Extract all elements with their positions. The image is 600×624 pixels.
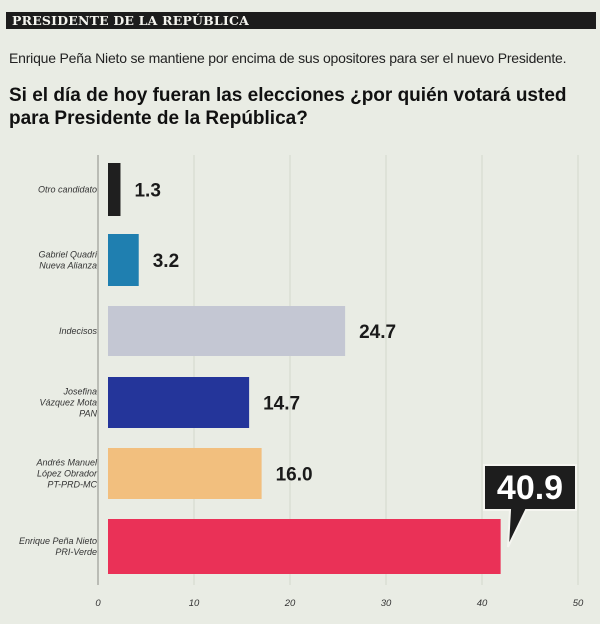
highlight-value-label: 40.9 — [497, 469, 563, 507]
category-label: Otro candidato — [38, 185, 97, 195]
category-label-line: Josefina — [62, 387, 97, 397]
chart-subtitle: Enrique Peña Nieto se mantiene por encim… — [9, 50, 567, 66]
value-label: 16.0 — [276, 465, 313, 486]
bar — [108, 163, 121, 216]
category-label-line: Nueva Alianza — [39, 261, 97, 271]
x-tick-label: 0 — [95, 598, 101, 609]
value-label: 3.2 — [153, 251, 179, 272]
category-label-line: PAN — [79, 409, 97, 419]
category-label-line: López Obrador — [37, 469, 98, 479]
x-tick-label: 40 — [477, 598, 488, 609]
bar — [108, 306, 346, 356]
value-label: 1.3 — [134, 181, 160, 202]
x-tick-label: 50 — [573, 598, 584, 609]
section-banner: PRESIDENTE DE LA REPÚBLICA — [6, 12, 596, 29]
bar — [108, 448, 262, 499]
bar — [108, 377, 250, 428]
category-label-line: PT-PRD-MC — [47, 480, 97, 490]
x-tick-label: 10 — [189, 598, 200, 609]
x-tick-label: 20 — [284, 598, 296, 609]
value-label: 24.7 — [359, 322, 396, 343]
category-label-line: Gabriel Quadri — [38, 250, 98, 260]
category-label-line: Vázquez Mota — [39, 398, 97, 408]
category-label: Gabriel Quadri Nueva Alianza — [38, 250, 98, 271]
category-label-line: Indecisos — [59, 326, 98, 336]
bar — [108, 519, 501, 574]
chart-question: Si el día de hoy fueran las elecciones ¿… — [9, 85, 567, 129]
category-label: Indecisos — [59, 326, 98, 336]
category-label: Andrés Manuel López Obrador PT-PRD-MC — [35, 458, 98, 490]
category-label-line: Enrique Peña Nieto — [19, 536, 97, 546]
value-label: 14.7 — [263, 394, 300, 415]
category-label-line: PRI-Verde — [55, 547, 97, 557]
x-tick-label: 30 — [381, 598, 392, 609]
banner-title: PRESIDENTE DE LA REPÚBLICA — [12, 13, 249, 28]
category-label-line: Andrés Manuel — [35, 458, 98, 468]
highlight-callout — [483, 464, 577, 548]
category-label: Josefina Vázquez Mota PAN — [39, 387, 97, 419]
bar — [108, 234, 139, 286]
category-label-line: Otro candidato — [38, 185, 97, 195]
category-label: Enrique Peña Nieto PRI-Verde — [19, 536, 97, 557]
